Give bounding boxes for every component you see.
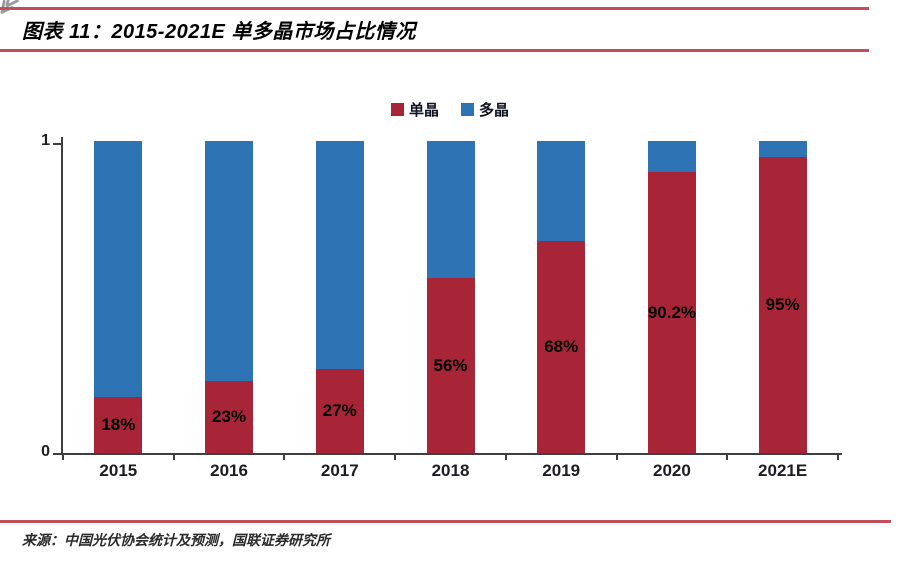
bar-segment-mono — [647, 172, 696, 453]
bar-segment-multi — [537, 141, 586, 241]
legend-item-mono: 单晶 — [390, 99, 439, 120]
bar-segment-multi — [94, 141, 143, 397]
bar-value-label: 68% — [544, 337, 579, 356]
bar-value-label: 95% — [765, 295, 800, 314]
source-note: 来源：中国光伏协会统计及预测，国联证券研究所 — [22, 532, 330, 548]
x-axis-tick-mark — [394, 454, 396, 460]
bar-value-label: 27% — [322, 401, 357, 420]
x-axis-category-label: 2016 — [210, 461, 248, 480]
bar-segment-mono — [205, 381, 254, 453]
legend-swatch-mono — [390, 103, 404, 116]
x-axis-tick-mark — [726, 454, 728, 460]
chart-legend: 单晶 多晶 — [0, 99, 900, 120]
bar-value-label: 23% — [212, 407, 247, 426]
plot-area: 18% 2015 23% 2016 27% 2017 56% 2018 68% 2019 90.2%… — [62, 141, 839, 480]
bar-segment-multi — [205, 141, 254, 381]
x-axis-category-label: 2018 — [431, 461, 470, 480]
bar-segment-multi — [315, 141, 364, 369]
bar-segment-multi — [758, 141, 807, 157]
y-axis-tick-label-0: 0 — [41, 443, 50, 460]
bar-segment-multi — [647, 141, 696, 172]
footer-rule — [0, 520, 891, 523]
x-axis-category-label: 2019 — [542, 461, 581, 480]
bar-segment-multi — [426, 141, 475, 278]
x-axis-tick-mark — [837, 454, 839, 460]
x-axis-category-label: 2020 — [653, 461, 691, 480]
bar-segment-mono — [94, 397, 143, 453]
bar-segment-mono — [426, 278, 475, 453]
x-axis-category-label: 2021E — [758, 461, 808, 480]
x-axis-category-label: 2017 — [320, 461, 359, 480]
x-axis-tick-mark — [173, 454, 175, 460]
legend-label-multi: 多晶 — [479, 102, 510, 119]
y-axis-tick-mark — [53, 143, 62, 145]
legend-label-mono: 单晶 — [408, 102, 439, 119]
y-axis-line — [61, 137, 63, 455]
bar-value-label: 56% — [433, 355, 468, 375]
figure-title: 图表 11：2015-2021E 单多晶市场占比情况 — [22, 21, 416, 43]
title-rule-top — [0, 7, 869, 10]
x-axis-tick-mark — [62, 454, 64, 460]
bar-segment-mono — [315, 369, 364, 453]
bar-value-label: 90.2% — [647, 302, 697, 322]
x-axis-line — [53, 453, 842, 455]
bar-value-label: 18% — [101, 415, 136, 434]
y-axis-tick-label-1: 1 — [41, 132, 50, 149]
title-rule-bottom — [0, 49, 869, 52]
bar-segment-mono — [758, 157, 807, 453]
x-axis-tick-mark — [283, 454, 285, 460]
legend-swatch-multi — [461, 103, 474, 116]
x-axis-tick-mark — [505, 454, 507, 460]
legend-item-multi: 多晶 — [461, 99, 509, 120]
x-axis-category-label: 2015 — [99, 461, 138, 480]
bar-segment-mono — [537, 241, 586, 453]
x-axis-tick-mark — [616, 454, 618, 460]
